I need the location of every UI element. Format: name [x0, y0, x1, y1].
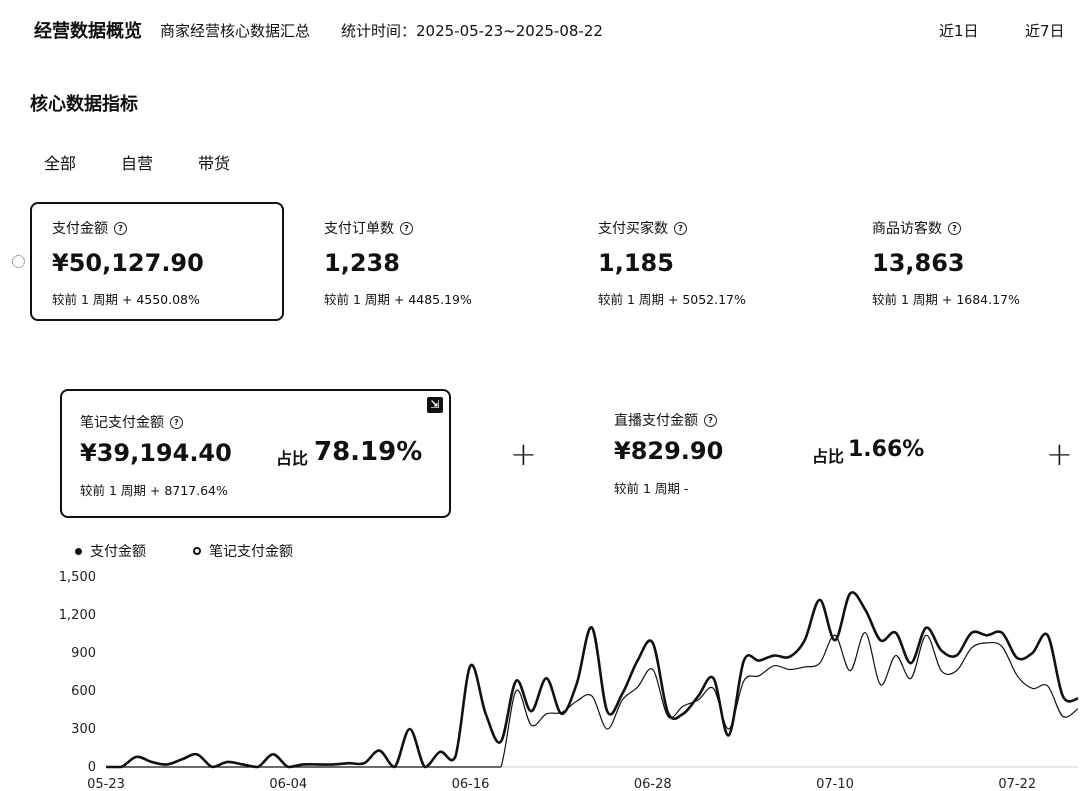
- metric-card-buyer-count[interactable]: 支付买家数? 1,185 较前 1 周期 + 5052.17%: [578, 204, 832, 319]
- metric-compare: 较前 1 周期 + 1684.17%: [872, 292, 1020, 307]
- metric-label: 支付订单数: [324, 221, 394, 237]
- section-title: 核心数据指标: [30, 94, 138, 115]
- loading-spinner-icon: [12, 255, 25, 268]
- help-icon[interactable]: ?: [704, 413, 717, 427]
- range-7-day-button[interactable]: 近7日: [1025, 22, 1065, 40]
- add-metric-button[interactable]: +: [1046, 435, 1073, 473]
- sub-metric-compare: 较前 1 周期 -: [614, 481, 689, 496]
- page-title: 经营数据概览: [34, 21, 142, 42]
- legend-marker-ring-icon: [193, 547, 201, 555]
- y-tick-label: 600: [71, 684, 96, 699]
- sub-metric-value: ¥829.90: [614, 437, 724, 465]
- y-tick-label: 300: [71, 722, 96, 737]
- y-tick-label: 900: [71, 646, 96, 661]
- sub-metric-card-note-payment[interactable]: ⇲ 笔记支付金额? ¥39,194.40 占比 78.19% 较前 1 周期 +…: [60, 389, 451, 518]
- x-tick-label: 05-23: [87, 777, 125, 791]
- metric-label: 商品访客数: [872, 221, 942, 237]
- ratio-value: 1.66%: [848, 437, 925, 462]
- x-tick-label: 06-16: [452, 777, 490, 791]
- tab-affiliate[interactable]: 带货: [198, 154, 231, 173]
- sub-metric-card-live-payment[interactable]: 直播支付金额? ¥829.90 占比 1.66% 较前 1 周期 -: [596, 389, 1016, 518]
- series-line-payment[interactable]: [105, 591, 1079, 769]
- help-icon[interactable]: ?: [948, 221, 961, 235]
- help-icon[interactable]: ?: [400, 221, 413, 235]
- tab-self-operated[interactable]: 自营: [121, 154, 154, 173]
- sub-metric-label: 直播支付金额: [614, 413, 698, 429]
- series-line-note-payment[interactable]: [105, 632, 1079, 768]
- download-icon[interactable]: ⇲: [427, 397, 443, 413]
- trend-chart[interactable]: 1,500 1,200 900 600 300 0 05-23 06-04 06-16 06-28…: [0, 560, 1080, 791]
- metric-label: 支付金额: [52, 221, 108, 237]
- help-icon[interactable]: ?: [114, 221, 127, 235]
- y-tick-label: 1,500: [59, 570, 96, 585]
- sub-metric-compare: 较前 1 周期 + 8717.64%: [80, 483, 228, 498]
- metric-compare: 较前 1 周期 + 5052.17%: [598, 292, 746, 307]
- legend-marker-solid-icon: [75, 547, 82, 555]
- add-metric-button[interactable]: +: [510, 435, 537, 473]
- sub-metric-label: 笔记支付金额: [80, 415, 164, 431]
- metric-compare: 较前 1 周期 + 4485.19%: [324, 292, 472, 307]
- metric-value: 1,185: [598, 249, 674, 277]
- metric-compare: 较前 1 周期 + 4550.08%: [52, 292, 200, 307]
- metric-card-visitor-count[interactable]: 商品访客数? 13,863 较前 1 周期 + 1684.17%: [852, 204, 1080, 319]
- ratio-label: 占比: [812, 447, 845, 466]
- x-tick-label: 07-10: [816, 777, 854, 791]
- x-tick-label: 06-28: [634, 777, 672, 791]
- legend-item-note-payment[interactable]: 笔记支付金额: [193, 541, 293, 561]
- metric-value: 1,238: [324, 249, 400, 277]
- help-icon[interactable]: ?: [674, 221, 687, 235]
- range-1-day-button[interactable]: 近1日: [939, 22, 979, 40]
- x-tick-label: 07-22: [998, 777, 1036, 791]
- metric-card-payment-amount[interactable]: 支付金额? ¥50,127.90 较前 1 周期 + 4550.08%: [30, 202, 284, 321]
- legend-item-payment[interactable]: 支付金额: [75, 541, 146, 561]
- page-subtitle: 商家经营核心数据汇总: [160, 22, 311, 40]
- metric-label: 支付买家数: [598, 221, 668, 237]
- x-tick-label: 06-04: [269, 777, 307, 791]
- metric-value: ¥50,127.90: [52, 249, 204, 277]
- legend-label: 支付金额: [90, 544, 146, 560]
- sub-metric-value: ¥39,194.40: [80, 439, 232, 467]
- metric-card-order-count[interactable]: 支付订单数? 1,238 较前 1 周期 + 4485.19%: [304, 204, 558, 319]
- help-icon[interactable]: ?: [170, 415, 183, 429]
- stat-time-range: 统计时间：2025-05-23~2025-08-22: [341, 22, 603, 40]
- legend-label: 笔记支付金额: [209, 544, 293, 560]
- ratio-label: 占比: [276, 449, 309, 468]
- tab-all[interactable]: 全部: [44, 154, 77, 173]
- ratio-value: 78.19%: [314, 437, 423, 467]
- y-tick-label: 1,200: [59, 608, 96, 623]
- metric-value: 13,863: [872, 249, 965, 277]
- y-tick-label: 0: [88, 760, 96, 775]
